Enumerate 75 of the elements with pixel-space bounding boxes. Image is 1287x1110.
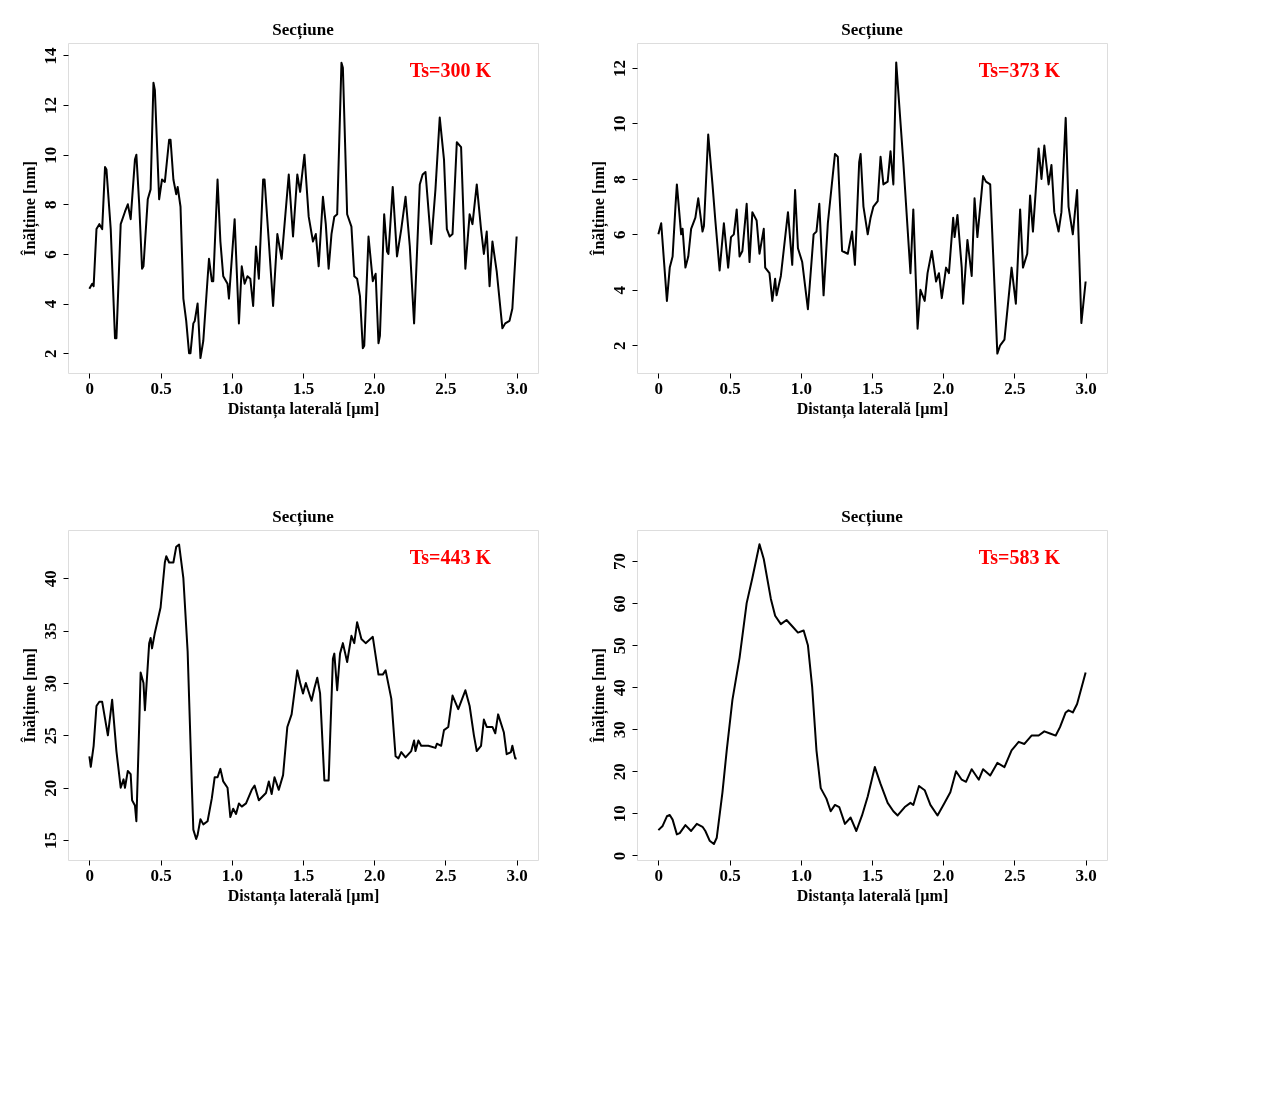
y-tick-label: 6 [609, 230, 629, 240]
y-tick-label: 60 [609, 595, 629, 613]
line-series [88, 543, 518, 841]
x-axis-title: Distanța laterală [µm] [227, 886, 380, 906]
x-tick-label: 0.5 [719, 378, 741, 398]
y-tick-label: 0 [609, 851, 629, 861]
x-tick-label: 2.5 [1004, 865, 1026, 885]
x-tick-label: 3.0 [1075, 378, 1097, 398]
line-series [657, 61, 1087, 355]
y-tick-label: 2 [40, 349, 60, 358]
y-tick-label: 12 [40, 97, 60, 115]
y-tick-label: 2 [609, 341, 629, 351]
x-tick-label: 1.5 [292, 378, 315, 398]
y-axis-title: Înălțime [nm] [588, 161, 609, 256]
y-tick-label: 30 [609, 721, 629, 739]
y-tick-label: 20 [609, 763, 629, 781]
y-tick-label: 8 [609, 175, 629, 184]
x-tick-label: 1.0 [790, 378, 812, 398]
x-tick-label: 1.5 [861, 378, 884, 398]
y-axis-title: Înălțime [nm] [19, 648, 40, 743]
annotation: Ts=300 K [409, 59, 492, 81]
x-tick-label: 1.0 [221, 865, 243, 885]
x-tick-label: 2.5 [1004, 378, 1026, 398]
x-tick-label: 0.5 [719, 865, 741, 885]
y-tick-label: 4 [40, 299, 60, 309]
line-series [88, 61, 518, 360]
y-tick-label: 12 [609, 59, 629, 77]
annotation: Ts=443 K [409, 546, 492, 568]
x-axis-title: Distanța laterală [µm] [796, 399, 949, 419]
x-axis-title: Distanța laterală [µm] [796, 886, 949, 906]
x-tick-label: 2.0 [933, 378, 955, 398]
y-tick-label: 8 [40, 200, 60, 210]
y-tick-label: 10 [609, 115, 629, 133]
annotation: Ts=373 K [978, 59, 1061, 81]
x-tick-label: 0.5 [150, 378, 172, 398]
y-tick-label: 15 [40, 832, 60, 850]
y-tick-label: 35 [40, 622, 60, 640]
y-tick-label: 20 [40, 779, 60, 797]
y-tick-label: 50 [609, 637, 629, 655]
y-tick-label: 40 [40, 570, 60, 588]
x-tick-label: 2.5 [435, 865, 457, 885]
y-tick-label: 40 [609, 679, 629, 697]
y-tick-label: 10 [40, 146, 60, 164]
x-tick-label: 3.0 [506, 865, 528, 885]
y-tick-label: 30 [40, 674, 60, 692]
x-tick-label: 2.0 [364, 865, 386, 885]
chart-title: Secțiune [272, 20, 335, 40]
x-tick-label: 2.0 [364, 378, 386, 398]
line-series [657, 543, 1087, 846]
x-tick-label: 0 [654, 865, 664, 885]
y-axis-title: Înălțime [nm] [19, 161, 40, 256]
y-tick-label: 70 [609, 553, 629, 571]
x-tick-label: 1.0 [790, 865, 812, 885]
x-tick-label: 0 [85, 378, 95, 398]
x-tick-label: 2.5 [435, 378, 457, 398]
y-axis-title: Înălțime [nm] [588, 648, 609, 743]
x-tick-label: 3.0 [1075, 865, 1097, 885]
x-tick-label: 1.5 [292, 865, 315, 885]
annotation: Ts=583 K [978, 546, 1061, 568]
y-tick-label: 14 [40, 46, 60, 65]
x-tick-label: 3.0 [506, 378, 528, 398]
chart-title: Secțiune [272, 507, 335, 527]
x-tick-label: 1.0 [221, 378, 243, 398]
x-tick-label: 2.0 [933, 865, 955, 885]
y-tick-label: 6 [40, 250, 60, 259]
y-tick-label: 10 [609, 805, 629, 823]
chart-title: Secțiune [841, 507, 904, 527]
x-tick-label: 0 [85, 865, 95, 885]
y-tick-label: 25 [40, 727, 60, 745]
chart-title: Secțiune [841, 20, 904, 40]
x-tick-label: 1.5 [861, 865, 884, 885]
x-tick-label: 0 [654, 378, 664, 398]
y-tick-label: 4 [609, 285, 629, 295]
x-tick-label: 0.5 [150, 865, 172, 885]
x-axis-title: Distanța laterală [µm] [227, 399, 380, 419]
